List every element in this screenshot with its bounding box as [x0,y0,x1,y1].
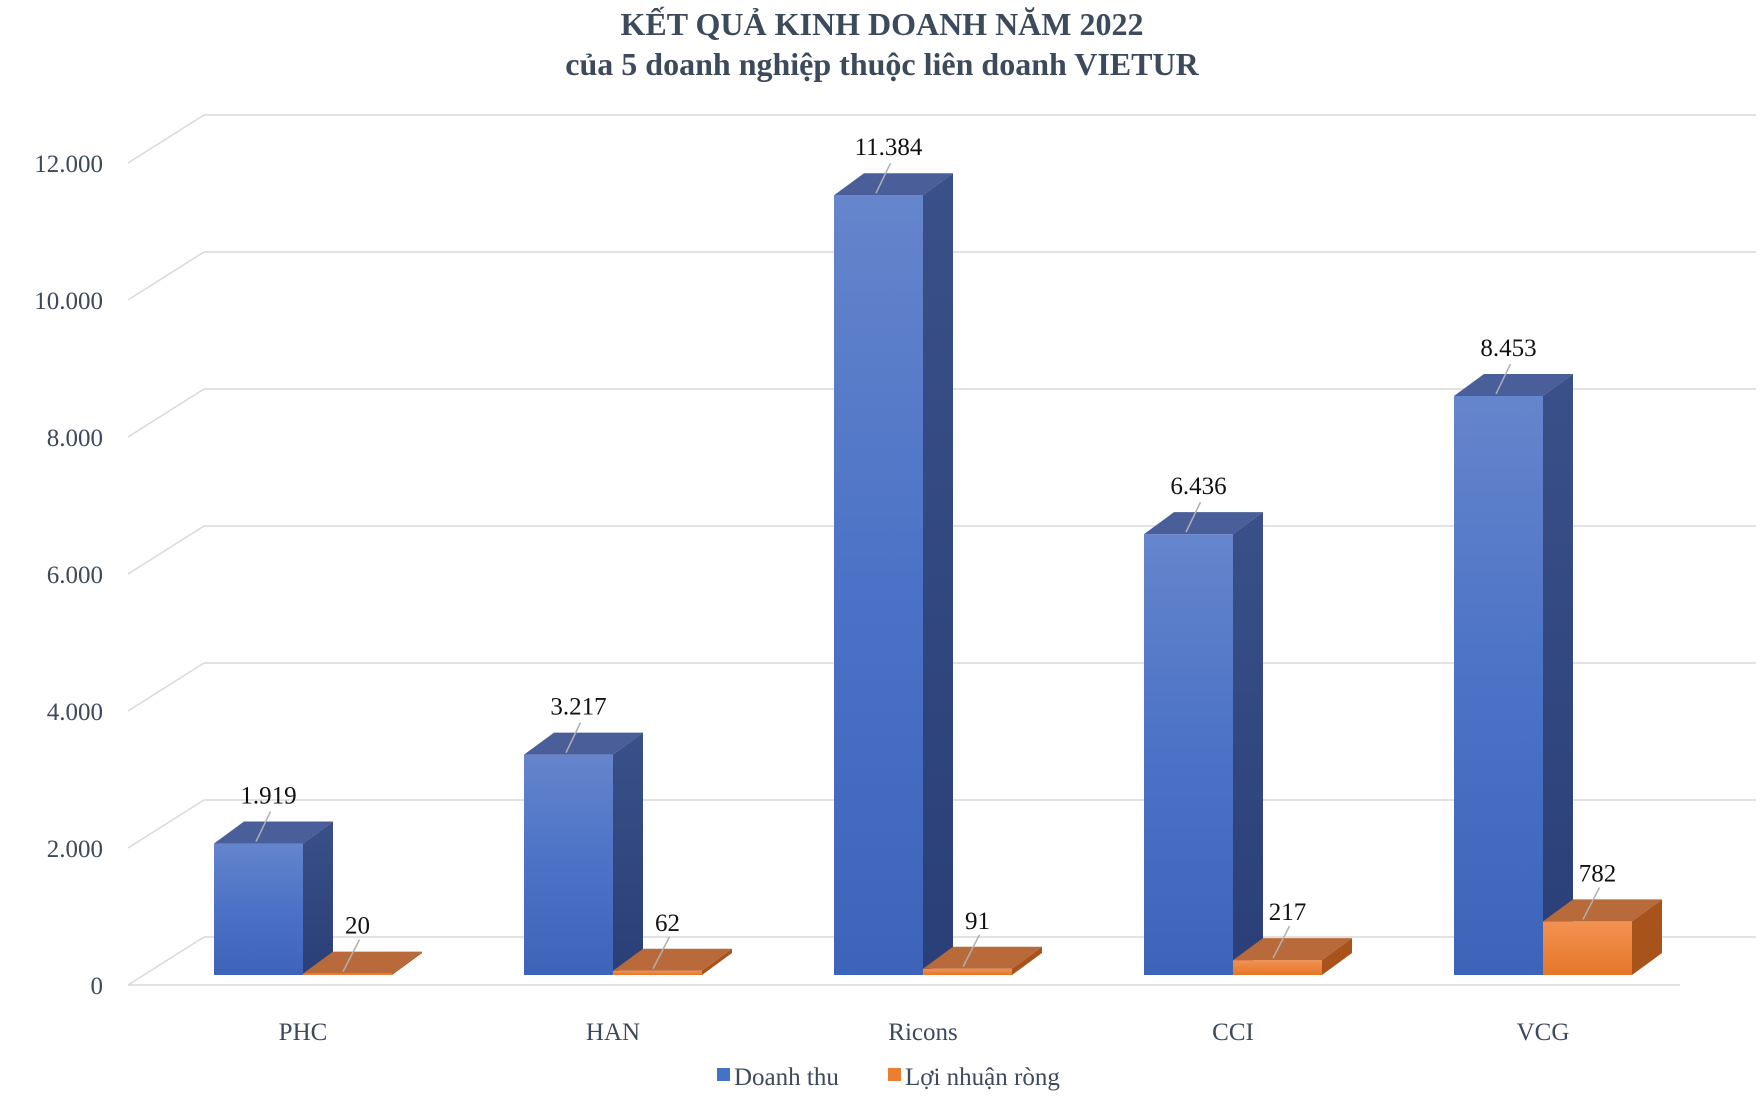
x-category-label: Ricons [888,1019,957,1046]
bar-doanh-thu-side [923,173,953,976]
x-category-label: VCG [1517,1019,1570,1046]
data-label-leader [962,934,981,968]
floor-wall-edge [127,936,205,986]
bar-loi-nhuan-side [1012,946,1042,975]
data-label-loi-nhuan: 782 [1579,860,1617,887]
data-label-doanh-thu: 6.436 [1170,473,1226,500]
bar-loi-nhuan-top [303,951,422,974]
bar-loi-nhuan-front [303,973,392,975]
y-tick-label: 10.000 [34,288,103,315]
gridline-wall [127,388,205,438]
data-label-leader [342,939,361,972]
bar-loi-nhuan-top [613,948,732,971]
y-tick-label: 4.000 [47,699,103,726]
bar-doanh-thu-top [524,732,643,755]
legend-label-loi-nhuan: Lợi nhuận ròng [905,1064,1060,1091]
data-label-loi-nhuan: 91 [965,908,990,935]
bar-loi-nhuan-side [392,951,422,975]
bar-doanh-thu-front [1454,395,1543,976]
bar-loi-nhuan-top [1543,899,1662,922]
data-label-leader [255,811,272,842]
data-label-leader [875,162,892,194]
data-label-leader [1272,925,1291,959]
data-label-doanh-thu: 8.453 [1480,335,1536,362]
y-tick-label: 6.000 [47,562,103,589]
bar-doanh-thu-top [1454,373,1573,396]
bar-doanh-thu-top [214,821,333,844]
gridline-wall [127,251,205,301]
data-label-leader [1582,887,1601,920]
legend-label-doanh-thu: Doanh thu [734,1064,839,1091]
data-label-loi-nhuan: 62 [655,910,680,937]
bar-loi-nhuan-front [1233,960,1322,975]
gridline-wall [127,525,205,575]
gridline-wall [127,114,205,164]
bar-doanh-thu-front [1144,534,1233,975]
x-category-label: PHC [279,1019,328,1046]
bar-doanh-thu-side [1543,373,1573,976]
data-label-doanh-thu: 3.217 [550,694,606,721]
bar-loi-nhuan-side [702,948,732,975]
bar-doanh-thu-side [613,732,643,975]
bar-doanh-thu-top [1144,512,1263,535]
data-label-leader [1185,501,1202,533]
data-label-leader [1495,363,1512,395]
bar-loi-nhuan-front [613,970,702,975]
bar-doanh-thu-side [1233,512,1263,975]
x-category-label: HAN [586,1019,640,1046]
bar-loi-nhuan-side [1322,938,1352,975]
data-label-loi-nhuan: 217 [1269,899,1307,926]
y-tick-label: 8.000 [47,425,103,452]
bar-loi-nhuan-front [923,968,1012,975]
data-label-doanh-thu: 1.919 [240,783,296,810]
bar-loi-nhuan-top [1233,938,1352,961]
chart-title: KẾT QUẢ KINH DOANH NĂM 2022 [620,6,1144,42]
y-tick-label: 0 [91,973,104,1000]
data-label-leader [652,936,671,970]
data-label-doanh-thu: 11.384 [855,134,923,161]
gridline-wall [127,662,205,712]
bar-doanh-thu-front [834,195,923,976]
y-tick-label: 12.000 [34,151,103,178]
x-category-label: CCI [1212,1019,1254,1046]
y-tick-label: 2.000 [47,836,103,863]
bar-doanh-thu-top [834,173,953,196]
legend-swatch-loi-nhuan [888,1068,901,1081]
legend-swatch-doanh-thu [717,1068,730,1081]
data-label-loi-nhuan: 20 [345,913,370,940]
bar-loi-nhuan-top [923,946,1042,969]
data-label-leader [565,722,582,753]
bar-loi-nhuan-side [1632,899,1662,975]
bar-doanh-thu-side [303,821,333,975]
gridline-wall [127,799,205,849]
bar-doanh-thu-front [214,843,303,975]
chart-subtitle: của 5 doanh nghiệp thuộc liên doanh VIET… [565,46,1199,82]
bar-doanh-thu-front [524,754,613,975]
bar-loi-nhuan-front [1543,921,1632,975]
